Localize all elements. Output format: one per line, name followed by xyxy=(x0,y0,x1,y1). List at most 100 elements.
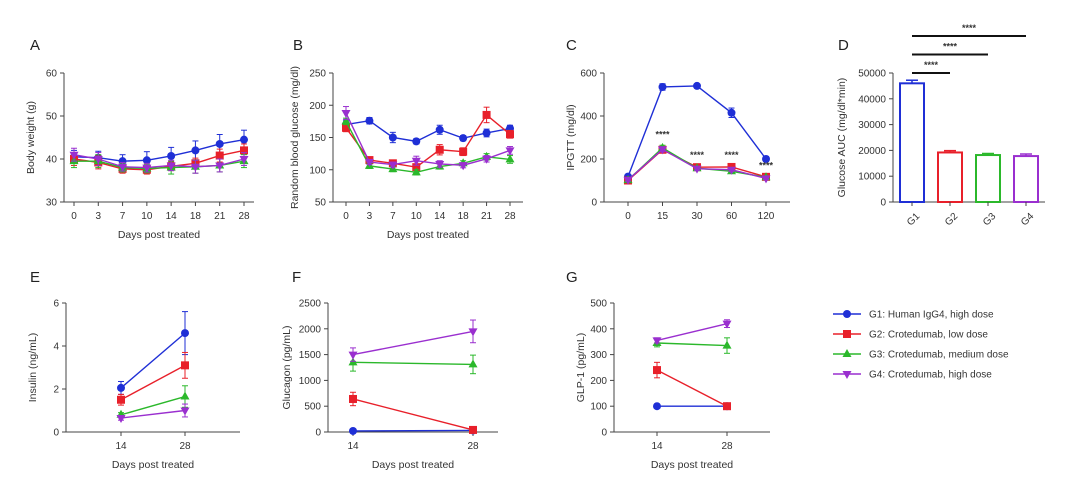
panel-g: G 0 100 200 300 400 500 GLP-1 (pg/mL) Days post … xyxy=(566,269,770,471)
x-axis-label: Days post treated xyxy=(387,229,469,241)
x-tick-label: G2 xyxy=(943,211,961,229)
data-point xyxy=(240,135,248,144)
panel-letter: B xyxy=(293,37,303,54)
legend-label: G1: Human IgG4, high dose xyxy=(869,310,994,321)
y-tick-label: 150 xyxy=(309,133,326,144)
data-point xyxy=(623,176,633,185)
x-tick-label: 14 xyxy=(434,211,446,222)
data-point xyxy=(215,139,224,148)
y-tick-label: 50000 xyxy=(858,69,886,80)
series-line xyxy=(120,364,186,401)
data-point xyxy=(364,159,374,168)
legend-marker xyxy=(843,330,851,338)
data-point xyxy=(166,162,176,171)
y-tick-label: 60 xyxy=(46,69,58,80)
y-tick-label: 0 xyxy=(601,428,607,439)
panel-e: E 0 2 4 6 Insulin (ng/mL) Days post treated 14 2… xyxy=(27,269,240,471)
y-tick-label: 300 xyxy=(590,350,607,361)
data-point xyxy=(341,109,351,118)
data-point xyxy=(435,145,444,154)
series-g3 xyxy=(652,337,732,354)
y-axis-label: GLP-1 (pg/mL) xyxy=(575,333,587,402)
data-point xyxy=(215,162,225,171)
significance-stars: **** xyxy=(724,150,739,160)
series-g4 xyxy=(652,319,732,346)
data-point xyxy=(459,147,468,156)
x-tick-label: 21 xyxy=(481,211,493,222)
x-tick-label: 28 xyxy=(467,441,479,452)
series-g4 xyxy=(348,319,478,362)
series-g2 xyxy=(349,391,477,434)
series-g2 xyxy=(117,351,189,406)
legend-label: G4: Crotedumab, high dose xyxy=(869,370,992,381)
x-tick-label: 0 xyxy=(343,211,349,222)
panel-letter: D xyxy=(838,37,849,54)
data-point xyxy=(727,108,736,117)
series-g3 xyxy=(341,116,515,176)
x-tick-label: 60 xyxy=(726,211,738,222)
series-line xyxy=(73,154,245,169)
y-tick-label: 1000 xyxy=(299,376,322,387)
data-point xyxy=(722,320,732,329)
x-tick-label: 30 xyxy=(691,211,703,222)
data-point xyxy=(505,147,515,156)
data-point xyxy=(180,407,190,416)
series-line xyxy=(656,342,728,347)
data-point xyxy=(215,151,224,160)
data-point xyxy=(693,81,701,90)
data-point xyxy=(181,361,189,370)
data-point xyxy=(482,110,491,119)
data-point xyxy=(692,165,702,174)
data-point xyxy=(388,133,397,142)
data-point xyxy=(468,328,478,337)
series-line xyxy=(120,395,186,416)
panel-letter: F xyxy=(292,269,301,286)
series-line xyxy=(656,369,728,407)
panel-letter: G xyxy=(566,269,578,286)
legend-item-g4: G4: Crotedumab, high dose xyxy=(833,370,992,381)
series-g1 xyxy=(349,426,477,435)
data-point xyxy=(761,175,771,184)
data-point xyxy=(458,162,468,171)
data-point xyxy=(653,402,661,411)
series-line xyxy=(120,409,186,419)
series-line xyxy=(73,138,245,162)
x-tick-label: 28 xyxy=(504,211,516,222)
data-point xyxy=(722,340,732,349)
y-axis-label: Body weight (g) xyxy=(25,101,37,174)
y-tick-label: 50 xyxy=(315,198,327,209)
y-tick-label: 200 xyxy=(309,101,326,112)
series-g2 xyxy=(653,361,731,411)
y-tick-label: 2500 xyxy=(299,299,322,310)
data-point xyxy=(239,156,249,164)
data-point xyxy=(240,146,248,155)
legend-item-g2: G2: Crotedumab, low dose xyxy=(833,330,988,341)
x-tick-label: 14 xyxy=(651,441,663,452)
legend-label: G2: Crotedumab, low dose xyxy=(869,330,988,341)
x-tick-label: 7 xyxy=(120,211,126,222)
x-tick-label: G3 xyxy=(981,211,999,229)
data-point xyxy=(190,163,200,172)
y-tick-label: 40 xyxy=(46,155,58,166)
legend-item-g1: G1: Human IgG4, high dose xyxy=(833,310,994,321)
y-tick-label: 600 xyxy=(580,69,597,80)
significance-stars: **** xyxy=(690,150,705,160)
y-tick-label: 0 xyxy=(591,198,597,209)
bar xyxy=(899,82,925,203)
x-tick-label: 15 xyxy=(657,211,669,222)
data-point xyxy=(762,155,770,163)
series-g3 xyxy=(348,353,478,375)
significance-stars: **** xyxy=(924,60,939,70)
x-axis-label: Days post treated xyxy=(372,459,454,471)
data-point xyxy=(117,395,125,404)
y-axis-label: Glucagon (pg/mL) xyxy=(281,325,293,409)
series-line xyxy=(352,330,474,356)
series-line xyxy=(352,361,474,366)
data-point xyxy=(348,351,358,360)
data-point xyxy=(723,402,731,411)
series-line xyxy=(627,85,767,177)
x-tick-label: 0 xyxy=(625,211,631,222)
data-point xyxy=(411,167,421,176)
